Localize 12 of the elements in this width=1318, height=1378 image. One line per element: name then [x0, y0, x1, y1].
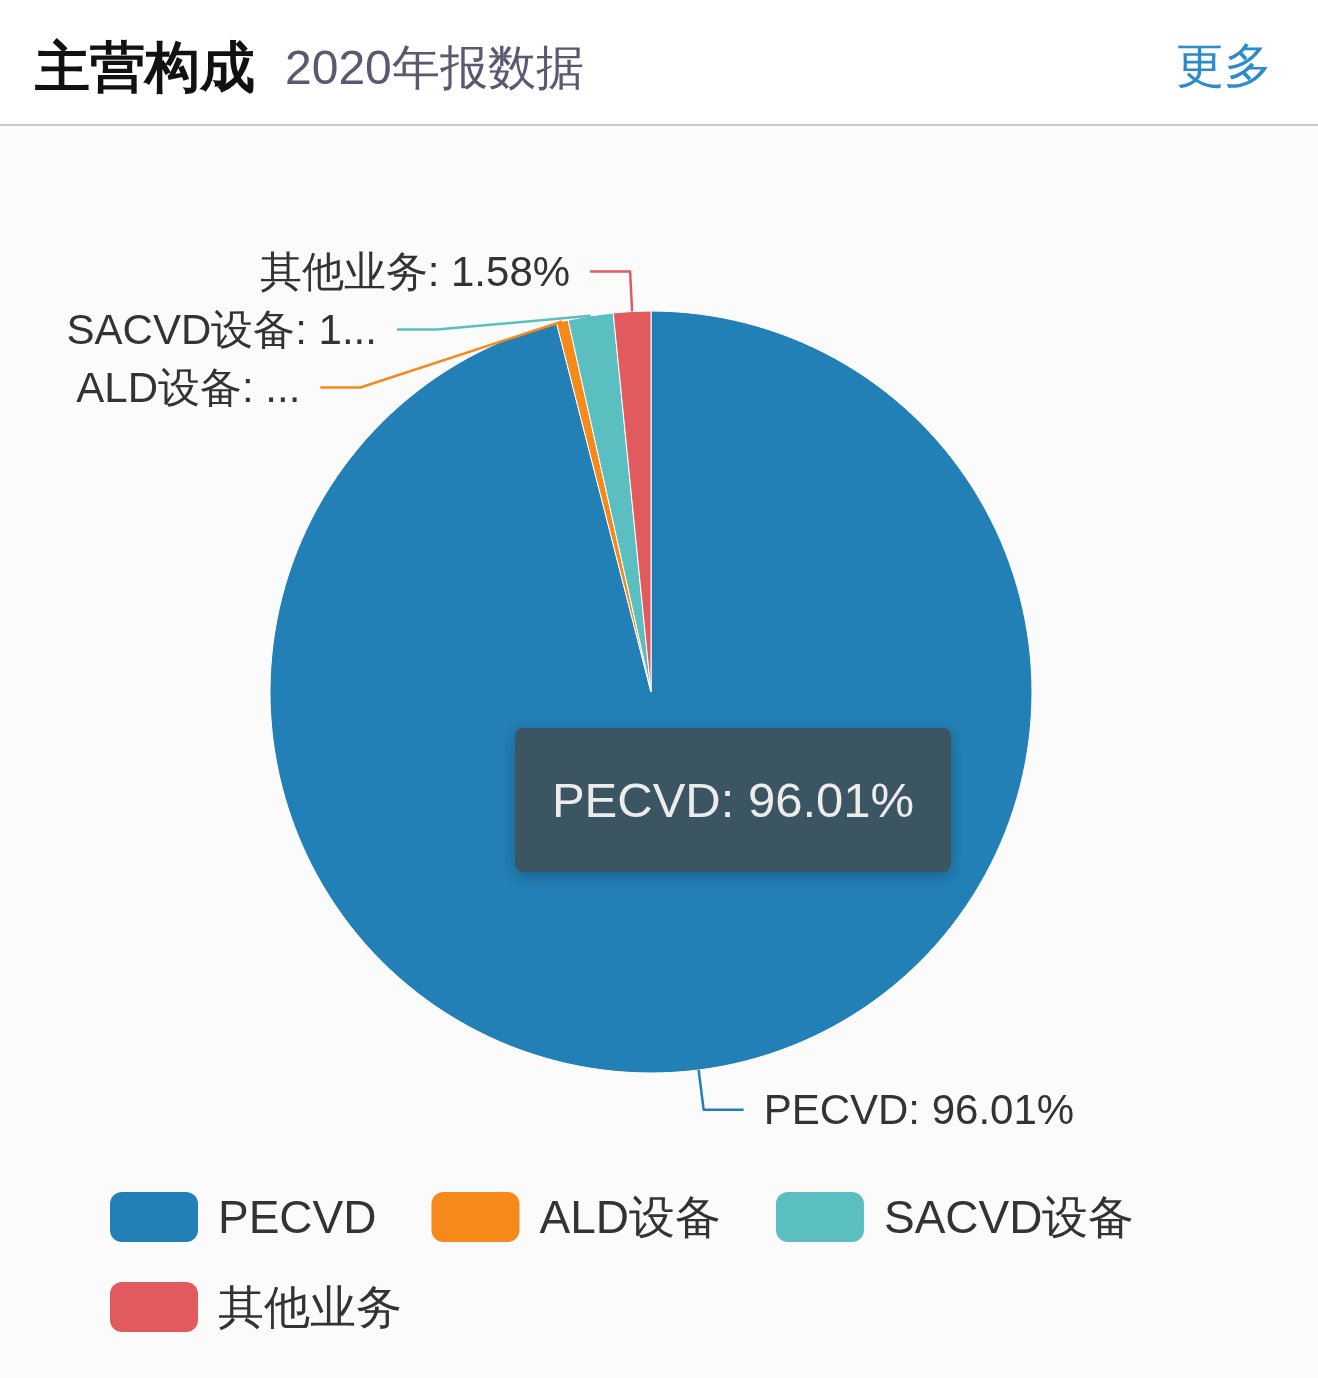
- text: 更多: [1176, 39, 1272, 92]
- legend-label: ALD设备: [539, 1191, 721, 1243]
- data-label: ALD设备: ...: [76, 363, 301, 411]
- data-label: PECVD: 96.01%: [763, 1086, 1075, 1134]
- data-label: 其他业务: 1.58%: [259, 248, 571, 296]
- chart-subtitle: 2020年报数据: [285, 41, 584, 94]
- legend-label: 其他业务: [218, 1281, 402, 1333]
- legend-label: SACVD设备: [883, 1191, 1135, 1243]
- text: PECVD: 96.01%: [551, 773, 915, 827]
- chart-title: 主营构成: [34, 36, 255, 98]
- legend-label: PECVD: [218, 1191, 377, 1243]
- data-label: SACVD设备: 1...: [66, 305, 377, 353]
